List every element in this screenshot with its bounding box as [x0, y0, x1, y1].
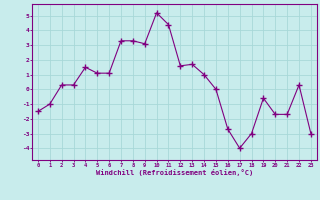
- X-axis label: Windchill (Refroidissement éolien,°C): Windchill (Refroidissement éolien,°C): [96, 169, 253, 176]
